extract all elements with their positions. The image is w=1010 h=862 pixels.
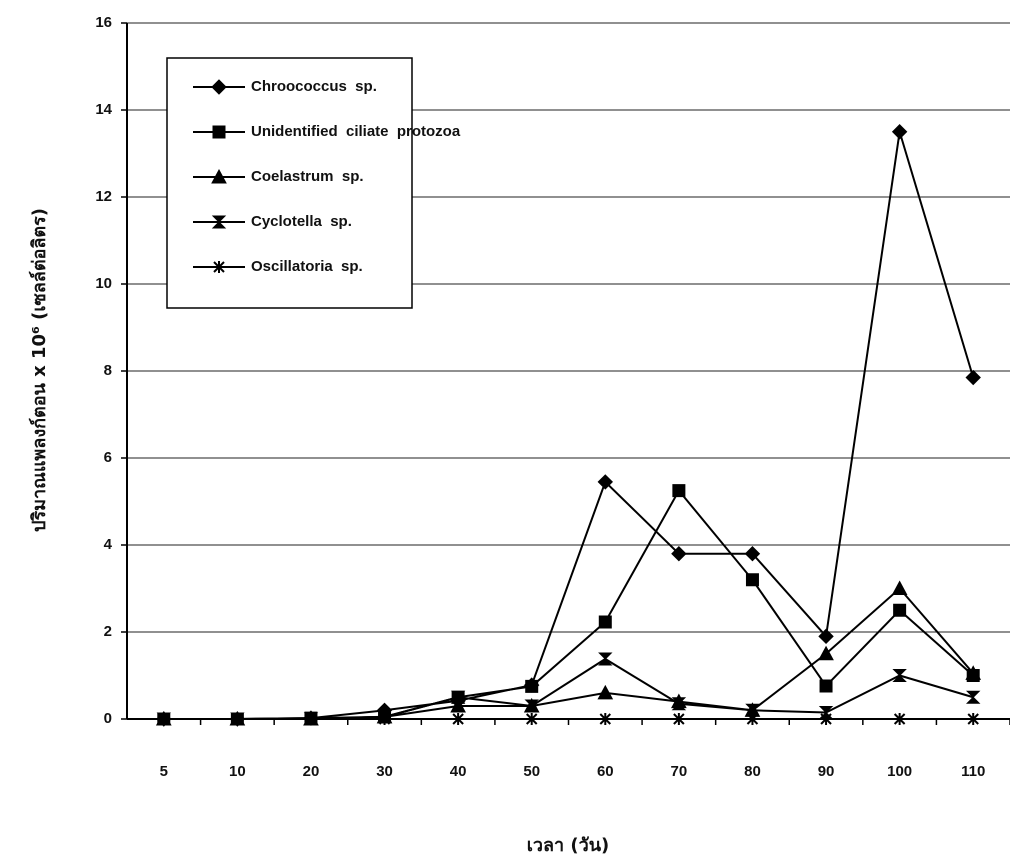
y-tick-label: 16: [95, 14, 112, 31]
marker: [820, 680, 832, 692]
marker: [894, 670, 906, 682]
y-tick-label: 2: [104, 623, 112, 640]
chart: ปริมาณแพลงก์ตอน x 10⁶ (เซลล์ต่อลิตร) เวล…: [0, 0, 1010, 862]
x-axis-label: เวลา (วัน): [527, 835, 610, 856]
x-tick-label: 20: [303, 763, 320, 780]
marker: [305, 713, 317, 725]
x-tick-label: 60: [597, 763, 614, 780]
marker: [894, 604, 906, 616]
marker: [599, 653, 611, 665]
x-tick-label: 90: [818, 763, 835, 780]
y-tick-label: 6: [104, 449, 112, 466]
legend-label: Cyclotella sp.: [251, 213, 352, 230]
marker: [213, 126, 225, 138]
marker: [599, 713, 611, 725]
x-tick-label: 100: [887, 763, 912, 780]
marker: [893, 125, 907, 139]
x-tick-label: 50: [523, 763, 540, 780]
marker: [598, 686, 612, 699]
series-line: [164, 659, 973, 719]
y-tick-label: 8: [104, 362, 112, 379]
x-tick-label: 30: [376, 763, 393, 780]
x-tick-label: 10: [229, 763, 246, 780]
marker: [213, 261, 225, 273]
y-tick-label: 0: [104, 710, 112, 727]
marker: [452, 713, 464, 725]
series-line: [164, 491, 973, 719]
y-tick-label: 14: [95, 101, 112, 118]
marker: [231, 713, 243, 725]
x-tick-label: 40: [450, 763, 467, 780]
marker: [746, 713, 758, 725]
y-axis-label: ปริมาณแพลงก์ตอน x 10⁶ (เซลล์ต่อลิตร): [28, 208, 50, 532]
y-tick-label: 12: [95, 188, 112, 205]
legend-label: Chroococcus sp.: [251, 78, 377, 95]
legend-label: Coelastrum sp.: [251, 168, 364, 185]
y-tick-label: 4: [104, 536, 113, 553]
y-tick-label: 10: [95, 275, 112, 292]
x-tick-label: 110: [961, 763, 985, 780]
legend-label: Oscillatoria sp.: [251, 258, 363, 275]
x-tick-label: 80: [744, 763, 761, 780]
marker: [158, 713, 170, 725]
marker: [966, 371, 980, 385]
marker: [526, 713, 538, 725]
legend-label: Unidentified ciliate protozoa: [251, 123, 461, 140]
x-tick-label: 5: [160, 763, 168, 780]
marker: [893, 582, 907, 595]
marker: [967, 713, 979, 725]
marker: [820, 713, 832, 725]
marker: [673, 713, 685, 725]
marker: [894, 713, 906, 725]
marker: [379, 713, 391, 725]
marker: [526, 680, 538, 692]
x-tick-label: 70: [671, 763, 688, 780]
marker: [967, 691, 979, 703]
marker: [599, 616, 611, 628]
marker: [673, 485, 685, 497]
marker: [746, 574, 758, 586]
